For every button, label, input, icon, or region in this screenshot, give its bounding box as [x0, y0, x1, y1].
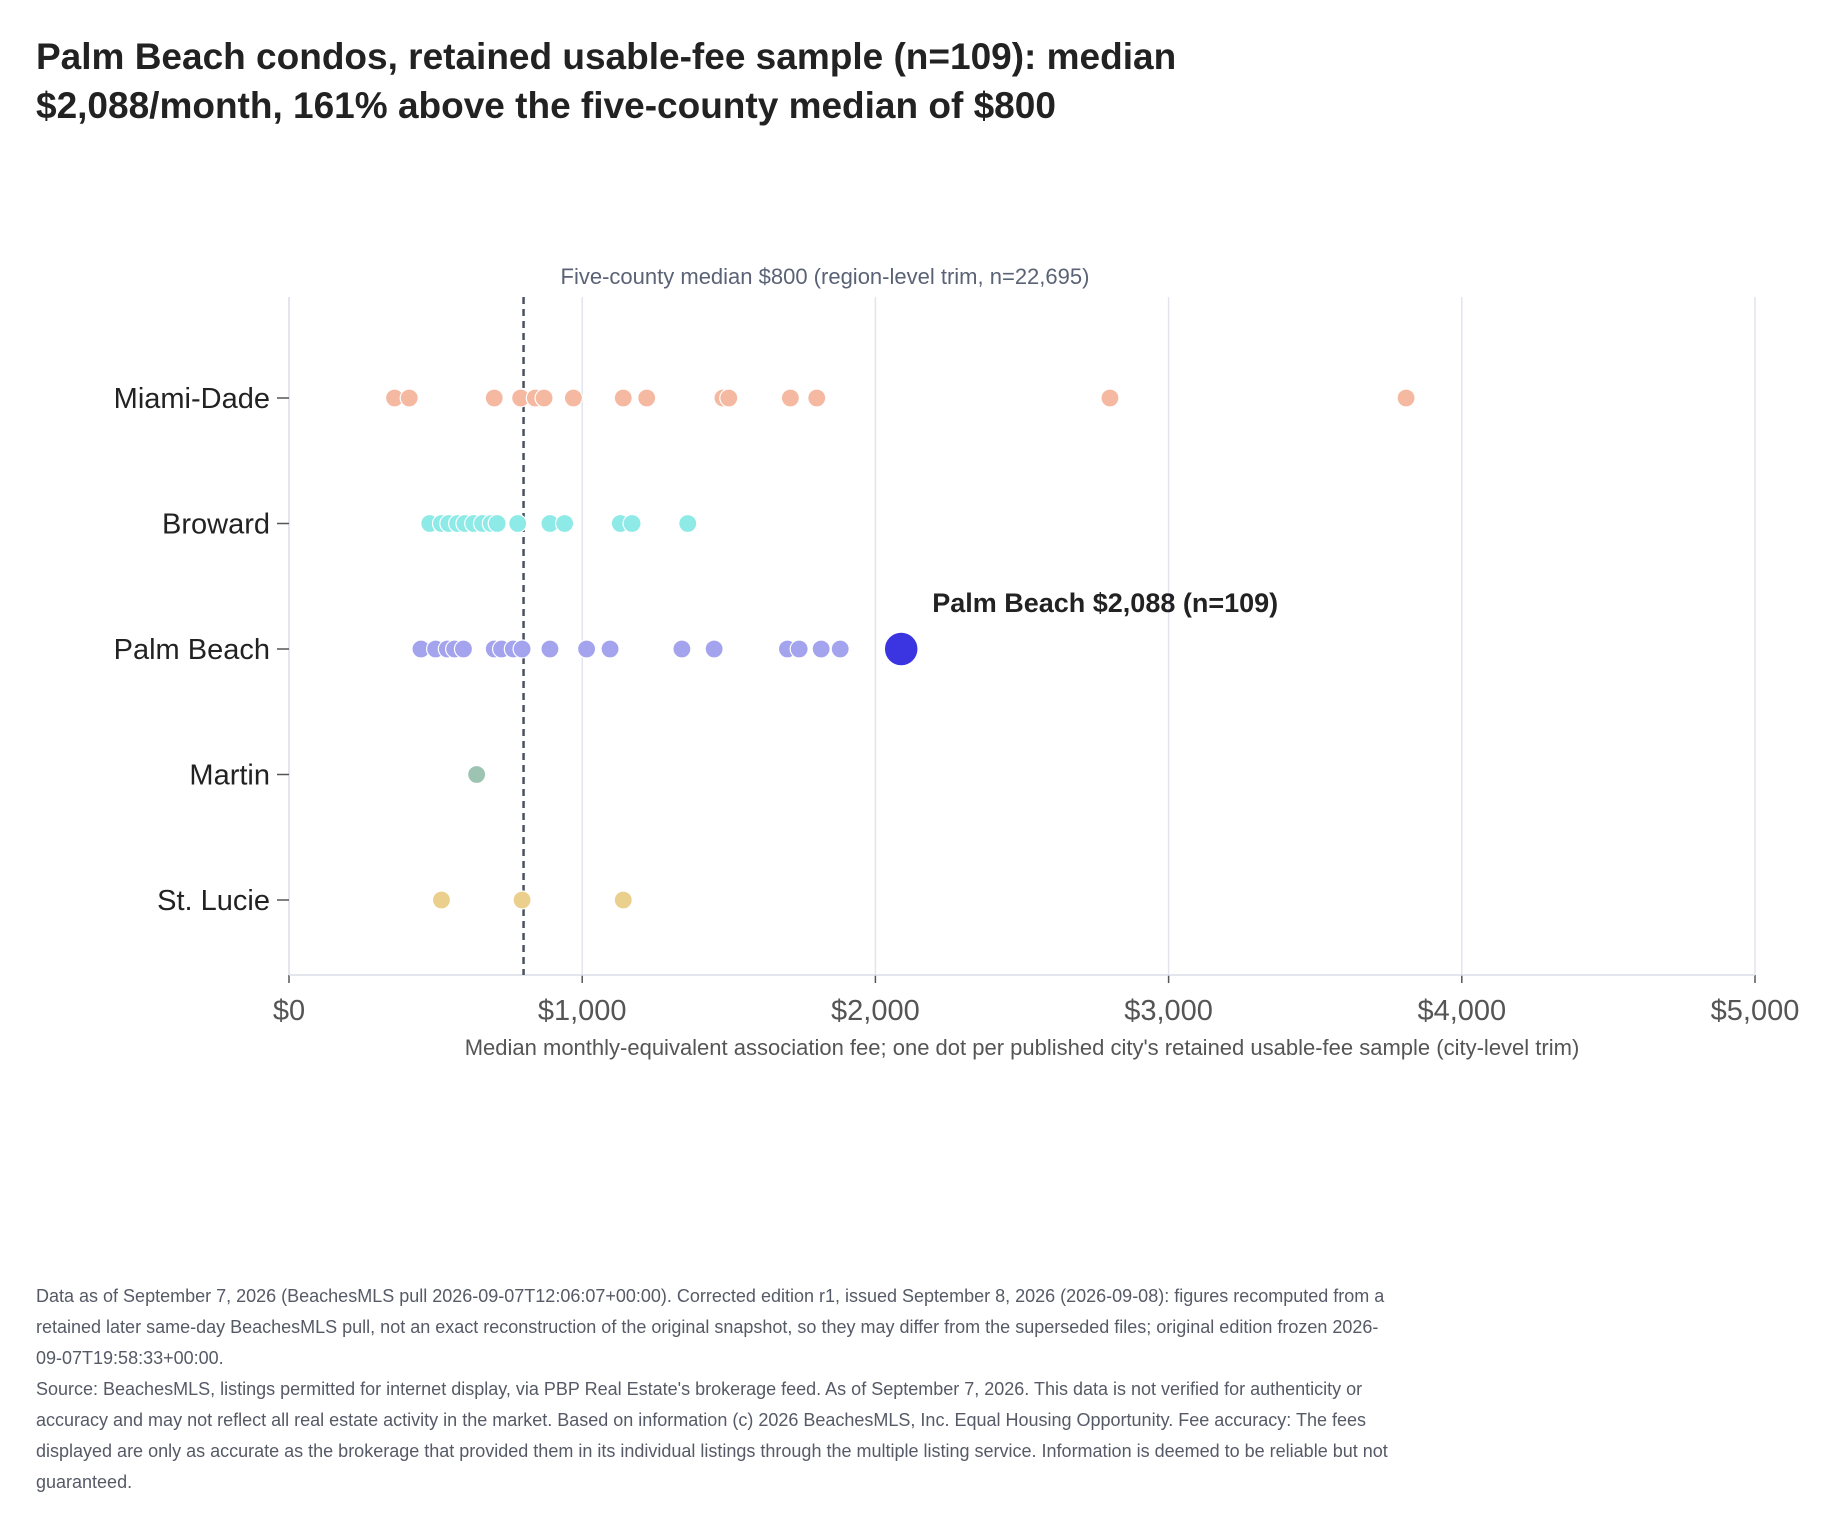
data-point: [512, 890, 532, 910]
y-tick-label: Miami-Dade: [114, 383, 270, 415]
data-point: [637, 388, 657, 408]
axes: $0 $1,000 $2,000 $3,000 $4,000 $5,000 Miami-Da…: [114, 297, 1800, 1027]
data-point: [719, 388, 739, 408]
data-point: [576, 639, 597, 659]
data-point: [1396, 388, 1416, 408]
data-point: [622, 513, 642, 534]
data-point: [830, 639, 850, 659]
data-point: [613, 890, 633, 910]
data-point: [540, 639, 560, 659]
x-tick-label: $3,000: [1124, 995, 1213, 1027]
data-point: [811, 639, 831, 659]
x-axis-label: Median monthly-equivalent association fe…: [465, 1035, 1580, 1060]
data-point: [467, 764, 487, 785]
y-tick-label: St. Lucie: [157, 885, 270, 917]
data-point: [487, 513, 507, 534]
footnote-source-note: Source: BeachesMLS, listings permitted f…: [36, 1379, 1388, 1492]
highlight-group: Palm Beach $2,088 (n=109): [883, 588, 1278, 667]
data-point: [534, 388, 554, 408]
footnote-data-note: Data as of September 7, 2026 (BeachesMLS…: [36, 1286, 1385, 1368]
data-point: [678, 513, 698, 534]
chart: Palm Beach condos, retained usable-fee s…: [36, 36, 1800, 1060]
y-tick-label: Broward: [162, 509, 270, 541]
data-point: [704, 639, 724, 659]
data-point: [431, 890, 452, 910]
reference-line-label: Five-county median $800 (region-level tr…: [561, 264, 1090, 289]
data-point: [613, 388, 633, 408]
data-point: [555, 513, 575, 534]
grid-lines: [581, 297, 1756, 975]
y-tick-label: Martin: [189, 760, 270, 792]
data-points: [384, 388, 1416, 910]
data-point: [484, 388, 504, 408]
data-point: [600, 639, 620, 659]
reference-line-group: Five-county median $800 (region-level tr…: [522, 264, 1090, 975]
data-point: [563, 388, 584, 408]
data-point: [807, 388, 827, 408]
x-tick-label: $2,000: [831, 995, 920, 1027]
data-point: [508, 513, 528, 534]
x-tick-label: $4,000: [1417, 995, 1506, 1027]
chart-title-line-2: $2,088/month, 161% above the five-county…: [36, 85, 1056, 126]
x-tick-label: $0: [273, 995, 305, 1027]
data-point: [512, 639, 532, 659]
data-point: [399, 388, 419, 408]
data-point: [780, 388, 800, 408]
y-tick-label: Palm Beach: [114, 634, 270, 666]
data-point: [1100, 388, 1120, 408]
data-point: [672, 639, 692, 659]
data-point: [453, 639, 474, 659]
footnote: Data as of September 7, 2026 (BeachesMLS…: [36, 1281, 1396, 1498]
data-point: [789, 639, 809, 659]
x-tick-label: $5,000: [1711, 995, 1800, 1027]
x-tick-label: $1,000: [538, 995, 627, 1027]
highlight-point: [883, 631, 919, 667]
highlight-label: Palm Beach $2,088 (n=109): [932, 588, 1278, 618]
chart-title-line-1: Palm Beach condos, retained usable-fee s…: [36, 36, 1176, 77]
